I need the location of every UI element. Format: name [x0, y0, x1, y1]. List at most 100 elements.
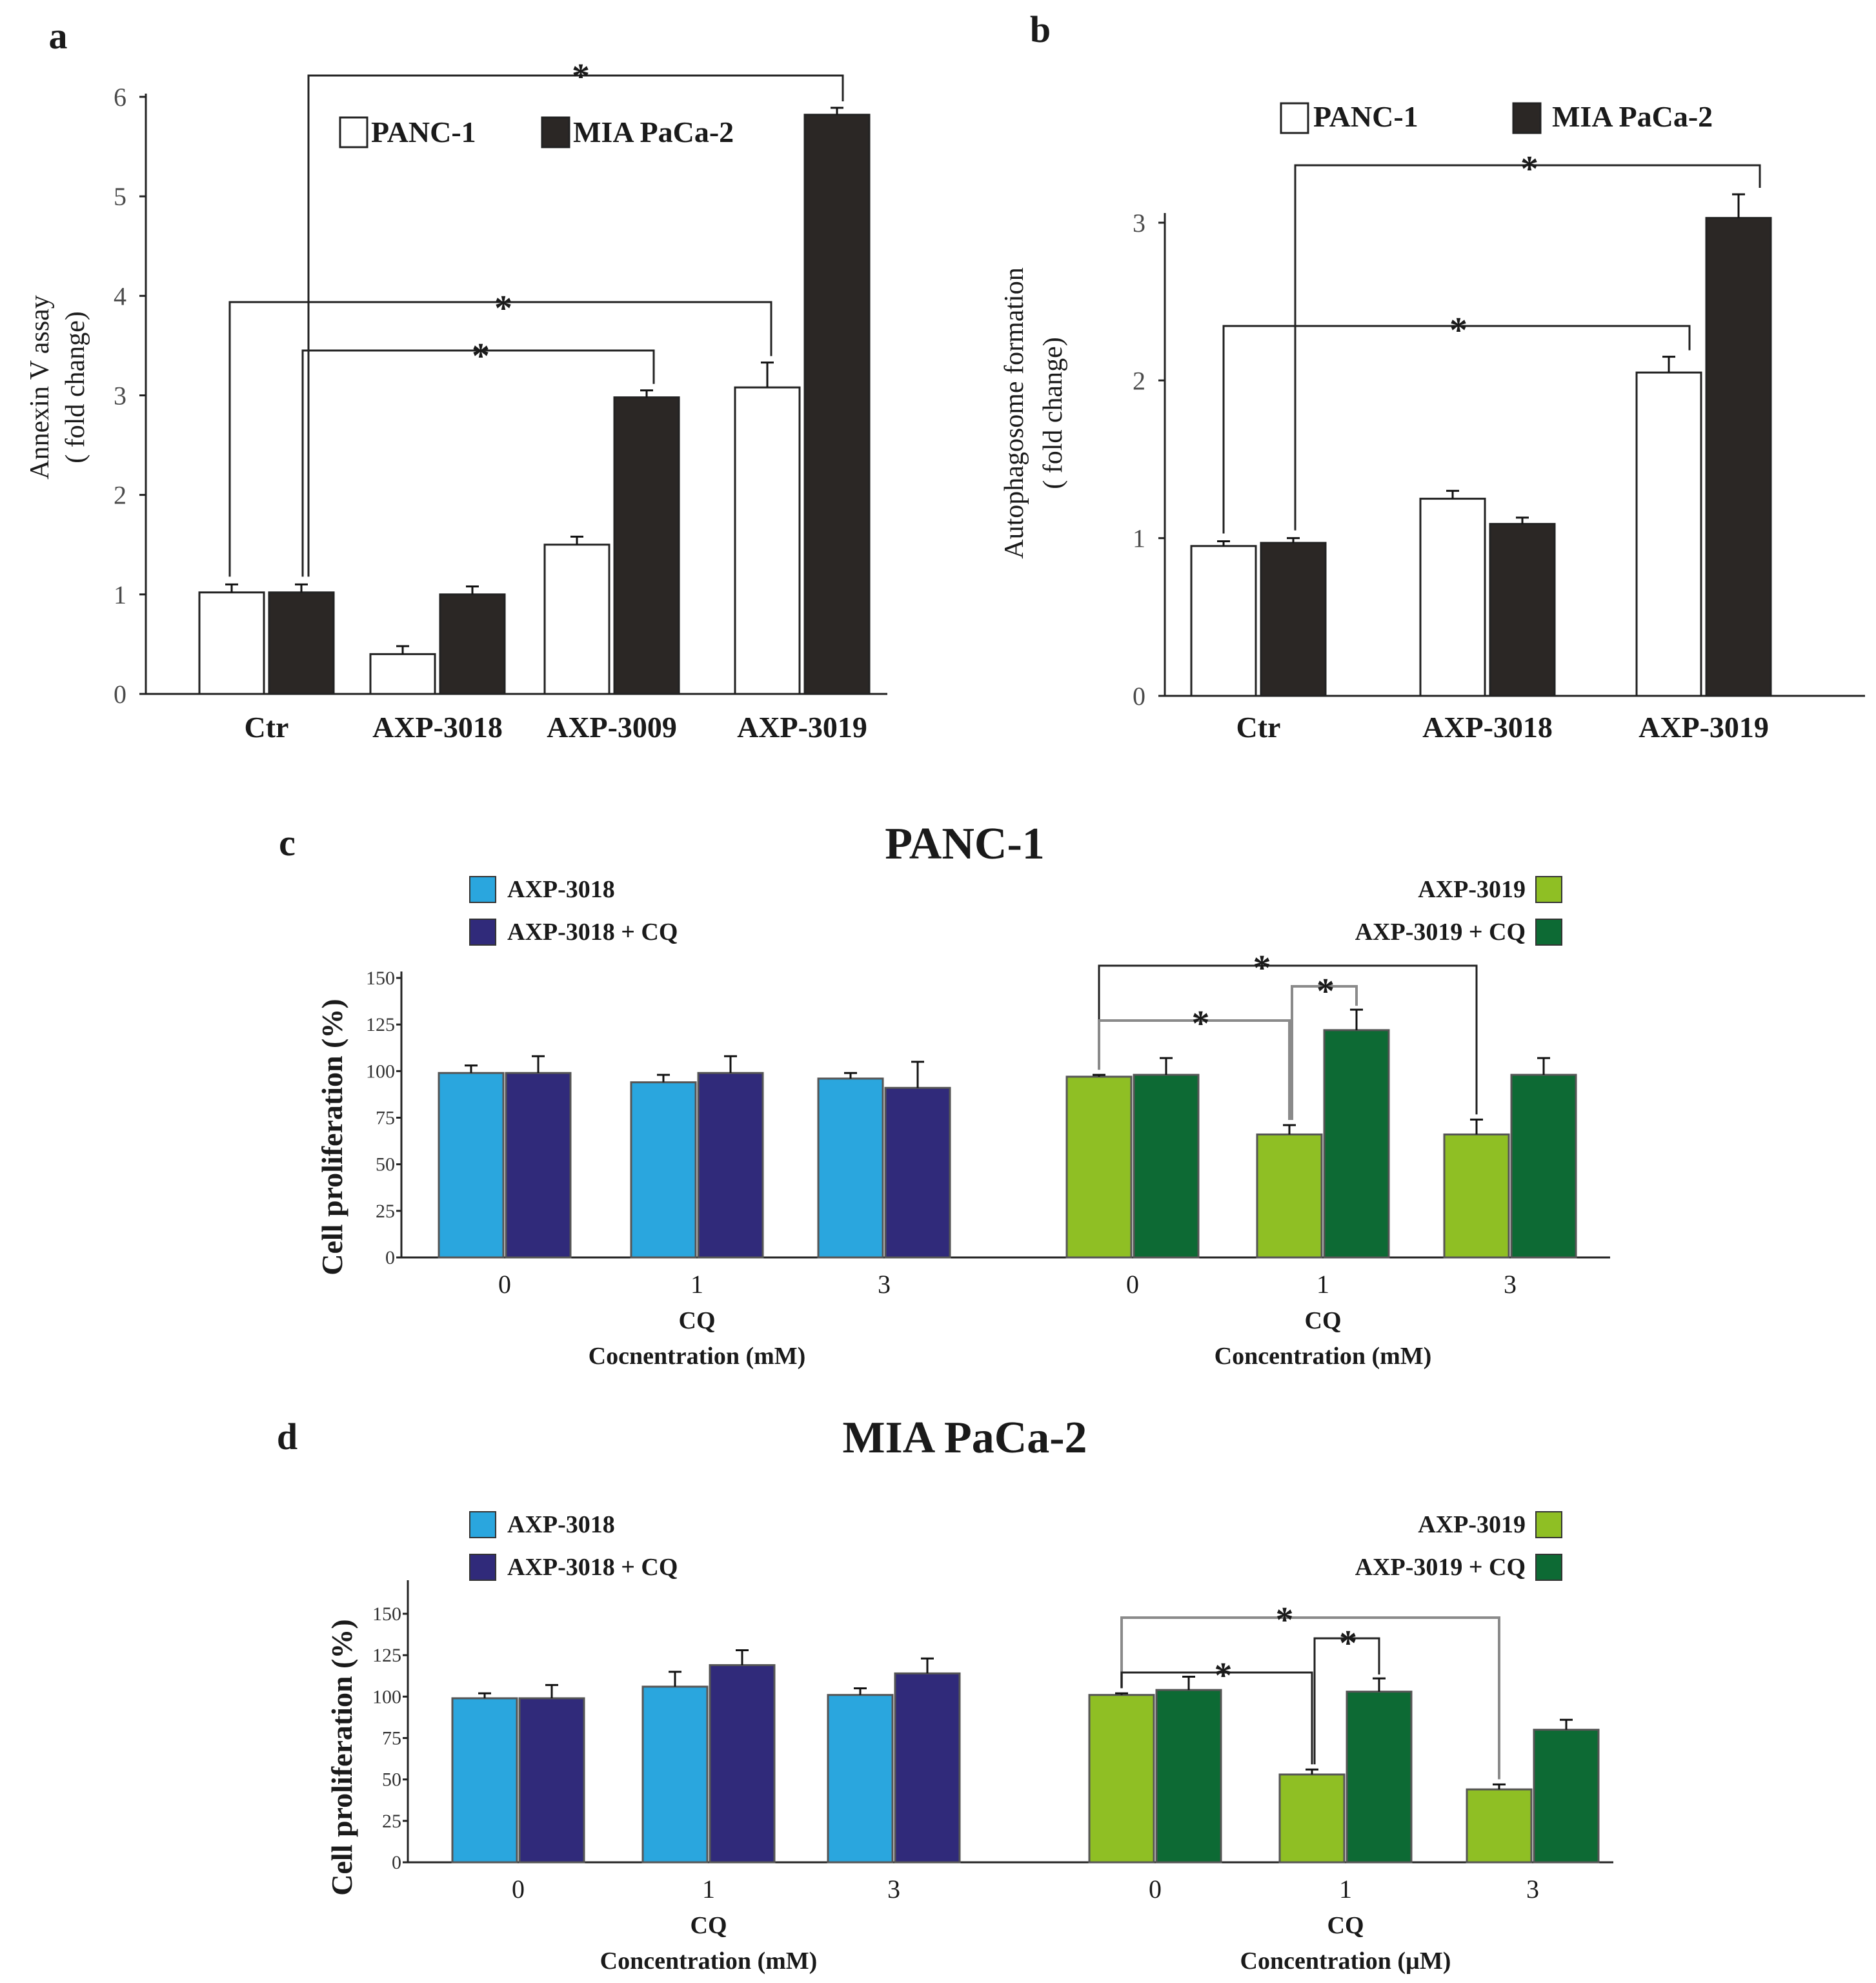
- chart-title: MIA PaCa-2: [842, 1413, 1087, 1463]
- error-bar: [1093, 1073, 1105, 1077]
- x-tick-label: 3: [878, 1270, 891, 1299]
- significance-star: *: [1192, 1004, 1210, 1044]
- x-tick-label: 3: [887, 1875, 900, 1904]
- legend-swatch-axp-3019-cq: [1535, 1554, 1562, 1581]
- error-bar: [1493, 1783, 1506, 1790]
- y-tick-label: 0: [1133, 682, 1145, 711]
- y-tick-label: 50: [376, 1154, 395, 1175]
- legend-label-mia-paca-2: MIA PaCa-2: [573, 116, 734, 148]
- significance-star: *: [1316, 971, 1335, 1012]
- bar-axp-3018: [817, 1077, 884, 1259]
- y-tick-label: 5: [114, 182, 126, 211]
- y-tick-label: 125: [372, 1645, 401, 1666]
- bar-mia-paca-2: [1260, 542, 1327, 697]
- x-tick-label: Ctr: [1236, 711, 1281, 744]
- bar-axp-3019: [1278, 1773, 1346, 1864]
- error-bar: [1160, 1057, 1173, 1075]
- y-tick-label: 75: [376, 1108, 395, 1129]
- bar-mia-paca-2: [1705, 217, 1772, 697]
- significance-bracket: [307, 74, 844, 577]
- legend-label-axp-3018: AXP-3018: [507, 876, 615, 903]
- bar-panc-1: [543, 544, 610, 695]
- bar-axp-3019-cq: [1533, 1729, 1600, 1864]
- panel-label-a: a: [49, 15, 68, 57]
- bar-axp-3019-cq: [1510, 1073, 1577, 1259]
- significance-star: *: [1215, 1656, 1233, 1696]
- y-axis-title: Cell proliferation (%): [325, 1619, 358, 1895]
- significance-star: *: [1253, 948, 1271, 988]
- legend-swatch-panc-1: [339, 116, 368, 148]
- bar-axp-3018-cq: [709, 1664, 776, 1864]
- error-bar: [570, 535, 583, 545]
- error-bar: [640, 389, 653, 398]
- error-bar: [657, 1073, 670, 1083]
- error-bar: [1732, 193, 1745, 218]
- bar-panc-1: [369, 653, 436, 695]
- significance-bracket: [1294, 164, 1761, 531]
- error-bar: [854, 1687, 867, 1695]
- error-bar: [761, 361, 774, 388]
- legend-label-axp-3018: AXP-3018: [507, 1511, 615, 1538]
- x-axis-title: Concentration (mM): [1215, 1343, 1432, 1370]
- x-tick-label: AXP-3009: [547, 711, 677, 744]
- y-tick-label: 25: [382, 1811, 401, 1832]
- bar-axp-3019: [1088, 1694, 1155, 1864]
- legend-swatch-axp-3018: [469, 1511, 496, 1538]
- chart-title: PANC-1: [885, 819, 1045, 869]
- error-bar: [921, 1657, 934, 1674]
- y-tick-label: 25: [376, 1201, 395, 1222]
- y-tick-label: 75: [382, 1728, 401, 1749]
- y-axis-title: Cell proliferation (%): [316, 999, 348, 1275]
- bar-axp-3018: [641, 1685, 709, 1864]
- y-tick-label: 2: [114, 481, 126, 510]
- significance-bracket: [1120, 1671, 1313, 1765]
- bar-axp-3018-cq: [505, 1072, 572, 1259]
- x-tick-label: 0: [1126, 1270, 1139, 1299]
- error-bar: [295, 583, 308, 593]
- y-tick-label: 0: [385, 1247, 395, 1268]
- y-tick-label: 0: [392, 1852, 401, 1873]
- error-bar: [1537, 1057, 1550, 1075]
- x-tick-label: 1: [1339, 1875, 1352, 1904]
- bar-axp-3018-cq: [697, 1072, 764, 1259]
- error-bar: [911, 1061, 924, 1088]
- error-bar: [1662, 356, 1675, 373]
- error-bar: [1115, 1692, 1128, 1695]
- bar-axp-3019: [1256, 1133, 1323, 1259]
- error-bar: [466, 585, 479, 595]
- legend-swatch-axp-3019: [1535, 1511, 1562, 1538]
- significance-bracket: [1313, 1637, 1380, 1765]
- error-bar: [1373, 1677, 1386, 1692]
- significance-bracket: [228, 301, 772, 577]
- legend-label-axp-3019-cq: AXP-3019 + CQ: [1355, 1554, 1526, 1581]
- significance-bracket: [1291, 985, 1358, 1121]
- error-bar: [1350, 1008, 1363, 1030]
- x-tick-label: 3: [1526, 1875, 1539, 1904]
- error-bar: [1306, 1768, 1318, 1775]
- bar-axp-3019: [1065, 1075, 1133, 1259]
- legend-label-axp-3019-cq: AXP-3019 + CQ: [1355, 919, 1526, 946]
- significance-bracket: [1098, 1019, 1291, 1121]
- error-bar: [465, 1064, 478, 1073]
- bar-mia-paca-2: [613, 396, 680, 695]
- y-tick-label: 150: [372, 1603, 401, 1625]
- error-bar: [1283, 1124, 1296, 1135]
- y-tick-label: 3: [114, 381, 126, 411]
- error-bar: [545, 1683, 558, 1698]
- legend-swatch-panc-1: [1280, 102, 1309, 134]
- error-bar: [1560, 1718, 1573, 1730]
- x-tick-label: 0: [512, 1875, 525, 1904]
- error-bar: [669, 1671, 681, 1687]
- bar-axp-3018-cq: [884, 1086, 951, 1259]
- error-bar: [736, 1649, 749, 1665]
- x-tick-label: Ctr: [245, 711, 289, 744]
- y-tick-label: 125: [366, 1014, 395, 1035]
- bar-axp-3018: [827, 1694, 894, 1864]
- x-tick-label: AXP-3019: [1639, 711, 1769, 744]
- legend-swatch-axp-3019-cq: [1535, 919, 1562, 946]
- significance-star: *: [1449, 310, 1468, 351]
- error-bar: [1446, 489, 1459, 499]
- bar-panc-1: [1635, 371, 1702, 697]
- panel-label-c: c: [279, 822, 296, 864]
- error-bar: [396, 645, 409, 655]
